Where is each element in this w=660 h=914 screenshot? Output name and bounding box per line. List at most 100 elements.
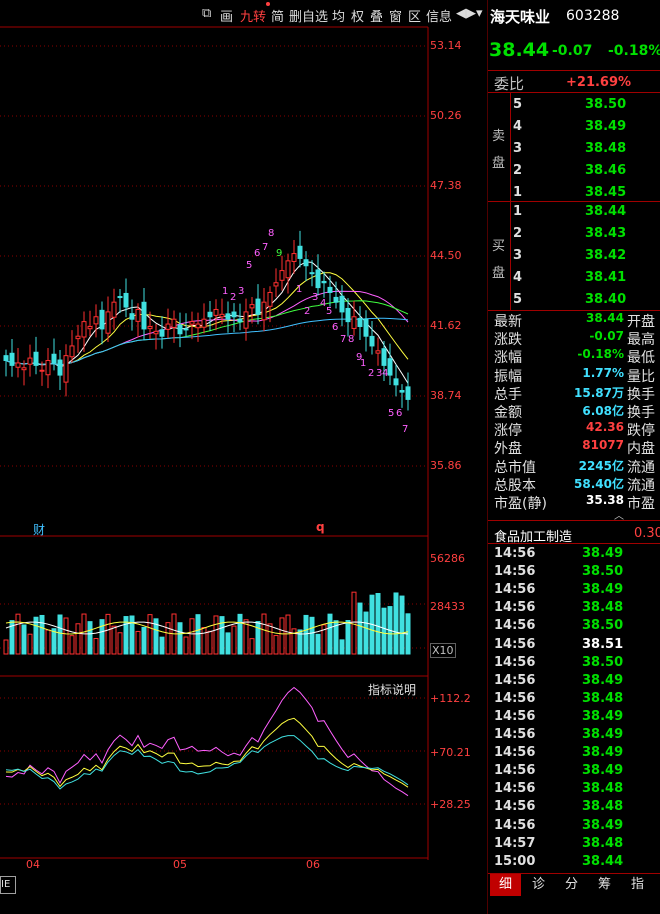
- ask-row[interactable]: 1 38.45: [510, 183, 660, 205]
- candle-body: [345, 307, 351, 323]
- bid-row[interactable]: 1 38.44: [510, 202, 660, 224]
- volume-bar: [309, 616, 315, 655]
- nine-turn-number: 1: [360, 358, 366, 369]
- volume-bar: [237, 613, 243, 655]
- tick-price: 38.48: [582, 799, 624, 815]
- ask-row[interactable]: 4 38.49: [510, 117, 660, 139]
- copy-icon[interactable]: ⧉: [202, 6, 212, 21]
- tab-3[interactable]: 筹: [597, 877, 611, 892]
- volume-bar: [153, 618, 159, 655]
- nine-turn-number: 4: [320, 298, 326, 309]
- bid-row[interactable]: 4 38.41: [510, 268, 660, 290]
- tab-2[interactable]: 分: [564, 877, 578, 892]
- tick-time: 14:56: [494, 546, 536, 561]
- candle-body: [225, 313, 231, 320]
- toolbar-item-remove-watchlist[interactable]: 删自选: [289, 10, 329, 25]
- candle-body: [381, 348, 387, 366]
- tick-row: 15:00 38.44: [494, 854, 660, 872]
- right-arrow-icon[interactable]: ◀▶: [456, 6, 476, 21]
- bottom-left-button[interactable]: IE: [0, 876, 16, 894]
- stock-price: 38.44: [489, 39, 550, 61]
- volume-bar: [129, 615, 135, 655]
- bid-price: 38.41: [585, 270, 627, 285]
- tab-4[interactable]: 指: [630, 877, 644, 892]
- volume-bar: [219, 616, 225, 655]
- q-marker[interactable]: q: [316, 520, 325, 534]
- tick-time: 14:56: [494, 781, 536, 797]
- volume-bar: [201, 626, 207, 655]
- candle-body: [279, 270, 285, 281]
- tick-time: 14:57: [494, 835, 536, 851]
- tick-price: 38.50: [582, 618, 624, 634]
- stat-label: 涨幅: [494, 350, 522, 367]
- candle-body: [75, 335, 81, 340]
- ask-row[interactable]: 5 38.50: [510, 95, 660, 117]
- stat-row: 总股本 58.40亿 流通: [494, 475, 660, 494]
- indicator-axis-low: +28.25: [430, 798, 471, 811]
- chevron-down-icon[interactable]: ▾: [476, 6, 483, 21]
- price-tick-label: 53.14: [430, 39, 462, 52]
- month-label-04: 04: [26, 858, 40, 871]
- bid-row[interactable]: 3 38.42: [510, 246, 660, 268]
- toolbar-item-simple[interactable]: 简: [271, 10, 285, 25]
- toolbar-item-range[interactable]: 区: [408, 10, 422, 25]
- tick-row: 14:56 38.48: [494, 781, 660, 799]
- candle-body: [255, 298, 261, 315]
- candle-body: [339, 295, 345, 313]
- ask-price: 38.48: [585, 141, 627, 156]
- stat-value: 42.36: [586, 420, 624, 435]
- nine-turn-number: 7: [340, 334, 346, 345]
- tick-price: 38.50: [582, 564, 624, 580]
- volume-bar: [267, 623, 273, 655]
- volume-bar: [21, 624, 27, 655]
- tab-1[interactable]: 诊: [531, 877, 545, 892]
- financial-marker[interactable]: 财: [33, 523, 46, 537]
- candle-body: [39, 369, 45, 372]
- stat-row: 涨停 42.36 跌停: [494, 420, 660, 439]
- price-tick-label: 44.50: [430, 249, 462, 262]
- toolbar-item-jiuzhuan[interactable]: 九转: [240, 10, 267, 25]
- candle-body: [207, 311, 213, 318]
- toolbar-item-info[interactable]: 信息: [426, 10, 453, 25]
- chevron-up-icon[interactable]: ︿: [614, 511, 624, 522]
- tick-price: 38.48: [582, 600, 624, 616]
- volume-bar: [183, 636, 189, 655]
- buy-label-2: 盘: [492, 266, 506, 281]
- volume-bar: [39, 614, 45, 655]
- bid-row[interactable]: 2 38.43: [510, 224, 660, 246]
- volume-bar: [279, 617, 285, 655]
- ask-row[interactable]: 3 38.48: [510, 139, 660, 161]
- toolbar-item-draw[interactable]: 画: [220, 10, 234, 25]
- candle-body: [297, 245, 303, 259]
- stat-label: 总市值: [494, 459, 536, 476]
- candle-body: [57, 359, 63, 376]
- stat-label-2: 开盘: [627, 314, 655, 330]
- indicator-help-label[interactable]: 指标说明: [368, 683, 417, 697]
- candle-body: [147, 325, 153, 330]
- candle-body: [375, 350, 381, 354]
- stat-value: 81077: [582, 438, 624, 453]
- toolbar-item-rights[interactable]: 权: [351, 10, 365, 25]
- toolbar-item-average[interactable]: 均: [332, 10, 346, 25]
- tab-0[interactable]: 细: [490, 874, 521, 896]
- stat-label: 市盈(静): [494, 496, 547, 512]
- price-tick-label: 38.74: [430, 389, 462, 402]
- toolbar-item-overlay[interactable]: 叠: [370, 10, 384, 25]
- candle-body: [327, 286, 333, 293]
- candle-body: [273, 282, 279, 287]
- bid-price: 38.44: [585, 204, 627, 219]
- volume-bar: [165, 622, 171, 655]
- ask-row[interactable]: 2 38.46: [510, 161, 660, 183]
- tick-price: 38.44: [582, 853, 624, 869]
- candle-body: [33, 351, 39, 366]
- nine-turn-number: 3: [312, 292, 318, 303]
- bid-row[interactable]: 5 38.40: [510, 290, 660, 312]
- sector-name[interactable]: 食品加工制造: [494, 530, 573, 545]
- volume-bar: [303, 614, 309, 655]
- candle-body: [363, 318, 369, 337]
- tick-row: 14:56 38.50: [494, 564, 660, 582]
- toolbar-item-window[interactable]: 窗: [389, 10, 403, 25]
- candle-body: [93, 316, 99, 325]
- tick-time: 15:00: [494, 853, 536, 869]
